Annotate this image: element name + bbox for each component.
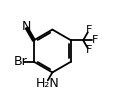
Text: F: F xyxy=(86,25,92,35)
Text: F: F xyxy=(86,45,92,55)
Text: H₂N: H₂N xyxy=(36,77,60,90)
Text: N: N xyxy=(21,20,31,33)
Text: F: F xyxy=(92,35,98,45)
Text: Br: Br xyxy=(14,55,28,68)
